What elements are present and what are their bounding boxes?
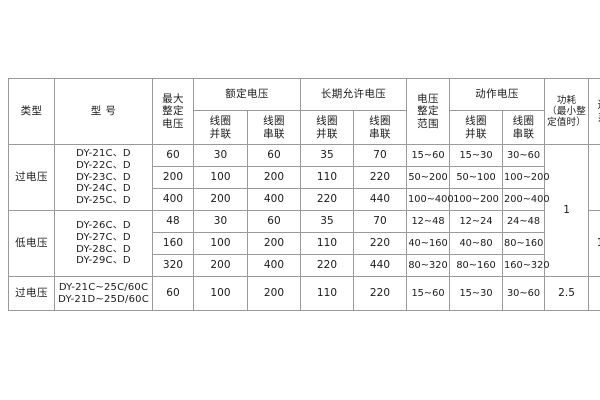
table-row: 160 100 200 110 220 40~160 40~80 80~160 bbox=[9, 232, 600, 255]
header-max-setting-voltage: 最大 整定 电压 bbox=[152, 78, 194, 145]
header-action-coil-parallel: 线圈 并联 bbox=[449, 110, 504, 145]
table-row: 过电压 DY-21C、D DY-22C、D DY-23C、D DY-24C、D … bbox=[8, 144, 600, 277]
cell-rated-parallel: 100 bbox=[193, 232, 248, 255]
cell-setting-range: 40~160 bbox=[406, 232, 451, 255]
cell-setting-range: 50~200 bbox=[406, 166, 451, 189]
header-longterm-allowed-voltage: 长期允许电压 bbox=[300, 78, 408, 111]
cell-rated-series: 200 bbox=[246, 166, 302, 189]
cell-rated-parallel: 100 bbox=[193, 166, 248, 189]
cell-max-setting-voltage: 400 bbox=[152, 188, 194, 211]
cell-longterm-parallel: 35 bbox=[300, 144, 355, 167]
cell-setting-range: 12~48 bbox=[406, 210, 451, 233]
cell-return-factor: 0.8 bbox=[588, 276, 600, 311]
header-return-factor: 返回 系数 bbox=[588, 78, 600, 145]
cell-longterm-parallel: 220 bbox=[300, 254, 355, 277]
cell-model: DY-21C、D DY-22C、D DY-23C、D DY-24C、D DY-2… bbox=[54, 144, 153, 211]
table-header-row-2: 线圈 并联 线圈 串联 线圈 并联 线圈 串联 线圈 并联 线圈 串联 bbox=[9, 110, 600, 145]
cell-rated-series: 200 bbox=[246, 276, 302, 311]
cell-return-factor: 0.8 bbox=[588, 144, 600, 211]
cell-action-series: 30~60 bbox=[502, 276, 546, 311]
table-row: 320 200 400 220 440 80~320 80~160 160~32… bbox=[9, 254, 600, 277]
header-voltage-setting-range: 电压 整定 范围 bbox=[406, 78, 451, 145]
cell-longterm-series: 220 bbox=[353, 276, 408, 311]
cell-action-series: 160~320 bbox=[502, 254, 550, 277]
cell-longterm-parallel: 35 bbox=[300, 210, 355, 233]
cell-return-factor: 1.25 bbox=[588, 210, 600, 277]
table-header-row-1: 类型 型 号 最大 整定 电压 额定电压 长期允许电压 电压 整定 范围 动作电… bbox=[8, 78, 600, 145]
header-model: 型 号 bbox=[54, 78, 153, 145]
cell-setting-range: 15~60 bbox=[406, 276, 451, 311]
cell-longterm-parallel: 220 bbox=[300, 188, 355, 211]
cell-action-parallel: 15~30 bbox=[449, 276, 504, 311]
cell-rated-parallel: 30 bbox=[193, 210, 248, 233]
cell-type: 低电压 bbox=[8, 210, 55, 277]
cell-longterm-series: 440 bbox=[353, 254, 408, 277]
cell-action-parallel: 80~160 bbox=[449, 254, 504, 277]
cell-action-series: 24~48 bbox=[502, 210, 546, 233]
cell-rated-series: 60 bbox=[246, 210, 302, 233]
cell-setting-range: 80~320 bbox=[406, 254, 451, 277]
cell-max-setting-voltage: 60 bbox=[152, 276, 194, 311]
cell-action-parallel: 12~24 bbox=[449, 210, 504, 233]
cell-max-setting-voltage: 320 bbox=[152, 254, 194, 277]
table-header: 类型 型 号 最大 整定 电压 额定电压 长期允许电压 电压 整定 范围 动作电… bbox=[8, 78, 600, 145]
cell-power-consumption: 1 bbox=[544, 144, 590, 277]
cell-max-setting-voltage: 60 bbox=[152, 144, 194, 167]
header-action-voltage: 动作电压 bbox=[449, 78, 546, 111]
cell-action-parallel: 15~30 bbox=[449, 144, 504, 167]
cell-action-series: 100~200 bbox=[502, 166, 550, 189]
table-row: 低电压 DY-26C、D DY-27C、D DY-28C、D DY-29C、D … bbox=[8, 210, 600, 277]
cell-rated-parallel: 200 bbox=[193, 188, 248, 211]
cell-setting-range: 100~400 bbox=[406, 188, 454, 211]
cell-rated-series: 400 bbox=[246, 254, 302, 277]
cell-longterm-parallel: 110 bbox=[300, 166, 355, 189]
cell-longterm-series: 70 bbox=[353, 144, 408, 167]
cell-rated-parallel: 100 bbox=[193, 276, 248, 311]
cell-rated-parallel: 30 bbox=[193, 144, 248, 167]
cell-model: DY-26C、D DY-27C、D DY-28C、D DY-29C、D bbox=[54, 210, 153, 277]
cell-action-parallel: 50~100 bbox=[449, 166, 504, 189]
table-row: 400 200 400 220 440 100~400 100~200 200~… bbox=[9, 188, 600, 211]
cell-type: 过电压 bbox=[8, 144, 55, 211]
relay-specification-table: 类型 型 号 最大 整定 电压 额定电压 长期允许电压 电压 整定 范围 动作电… bbox=[8, 78, 600, 311]
cell-rated-series: 400 bbox=[246, 188, 302, 211]
cell-rated-parallel: 200 bbox=[193, 254, 248, 277]
cell-power-consumption: 2.5 bbox=[544, 276, 590, 311]
header-longterm-coil-series: 线圈 串联 bbox=[353, 110, 408, 145]
cell-setting-range: 15~60 bbox=[406, 144, 451, 167]
cell-model: DY-21C~25C/60C DY-21D~25D/60C bbox=[54, 276, 153, 311]
cell-longterm-series: 70 bbox=[353, 210, 408, 233]
header-rated-coil-parallel: 线圈 并联 bbox=[193, 110, 248, 145]
header-rated-voltage: 额定电压 bbox=[192, 78, 302, 111]
header-power-consumption: 功耗 （最小整 定值时） bbox=[544, 78, 590, 145]
cell-max-setting-voltage: 48 bbox=[152, 210, 194, 233]
cell-action-series: 80~160 bbox=[502, 232, 546, 255]
table-row: 过电压 DY-21C~25C/60C DY-21D~25D/60C 60 100… bbox=[8, 276, 600, 311]
cell-longterm-series: 440 bbox=[353, 188, 408, 211]
cell-action-series: 30~60 bbox=[502, 144, 546, 167]
header-action-coil-series: 线圈 串联 bbox=[502, 110, 546, 145]
cell-type: 过电压 bbox=[8, 276, 55, 311]
header-type: 类型 bbox=[8, 78, 55, 145]
header-rated-coil-series: 线圈 串联 bbox=[246, 110, 302, 145]
cell-longterm-parallel: 110 bbox=[300, 276, 355, 311]
cell-longterm-parallel: 110 bbox=[300, 232, 355, 255]
cell-max-setting-voltage: 160 bbox=[152, 232, 194, 255]
cell-max-setting-voltage: 200 bbox=[152, 166, 194, 189]
cell-longterm-series: 220 bbox=[353, 166, 408, 189]
cell-longterm-series: 220 bbox=[353, 232, 408, 255]
header-longterm-coil-parallel: 线圈 并联 bbox=[300, 110, 355, 145]
cell-rated-series: 200 bbox=[246, 232, 302, 255]
cell-action-series: 200~400 bbox=[502, 188, 550, 211]
cell-rated-series: 60 bbox=[246, 144, 302, 167]
cell-action-parallel: 100~200 bbox=[449, 188, 504, 211]
table-body: 过电压 DY-21C、D DY-22C、D DY-23C、D DY-24C、D … bbox=[8, 144, 600, 311]
cell-action-parallel: 40~80 bbox=[449, 232, 504, 255]
